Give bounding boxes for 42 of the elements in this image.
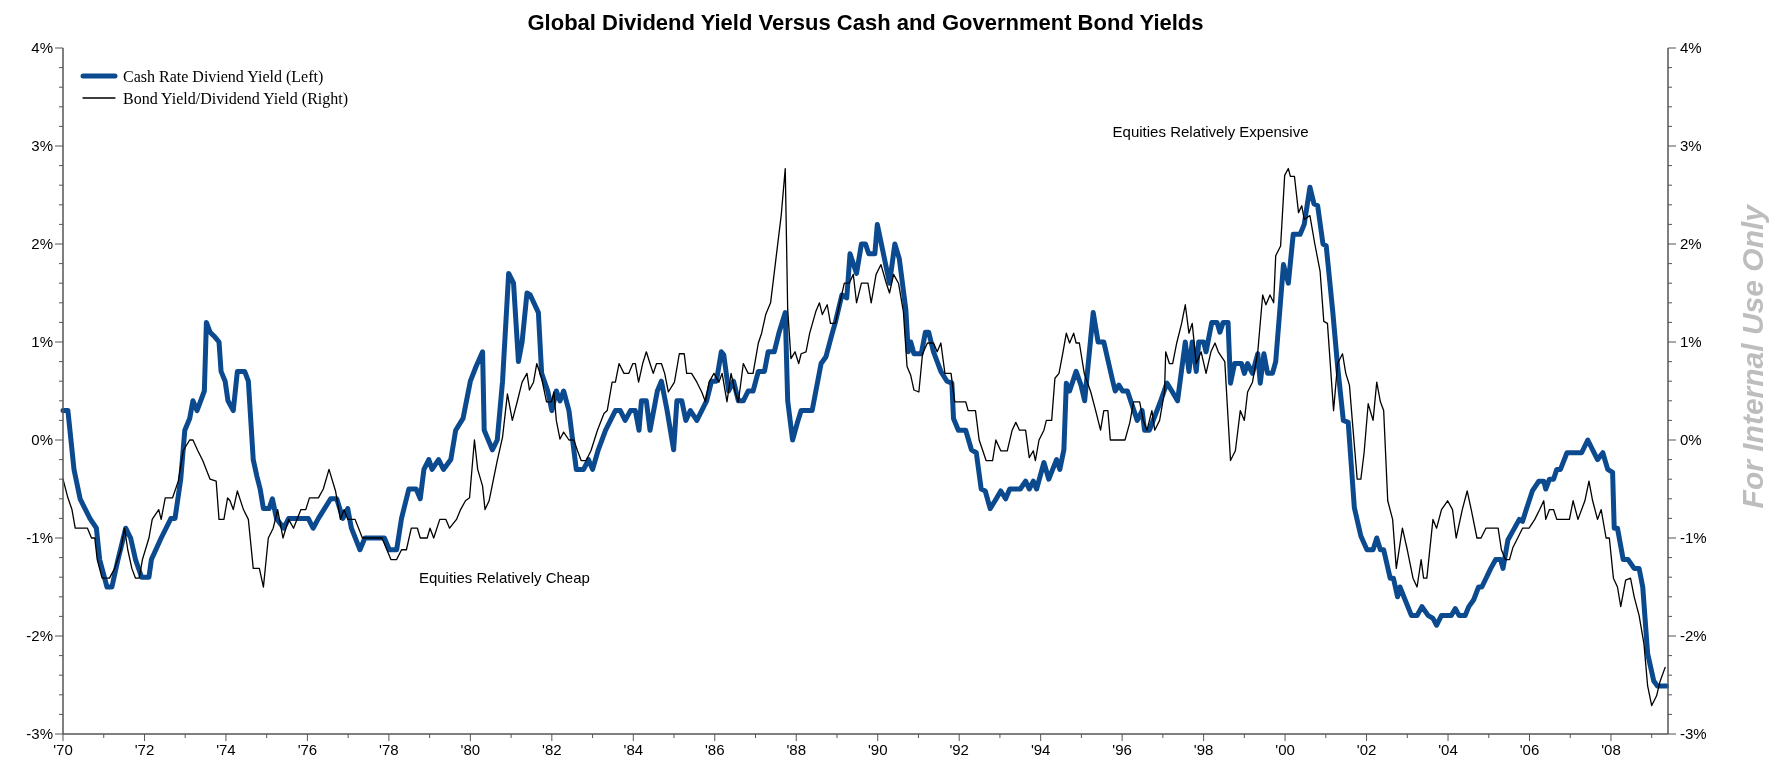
y-tick-label: -2% xyxy=(26,627,53,645)
x-tick-label: '94 xyxy=(1030,741,1051,758)
y2-tick-label: 0% xyxy=(1680,431,1702,449)
x-tick-label: '00 xyxy=(1275,741,1295,758)
y-tick-label: 2% xyxy=(31,235,53,253)
x-tick-label: '70 xyxy=(53,741,73,758)
y2-tick-label: 4% xyxy=(1680,39,1702,57)
x-tick-label: '04 xyxy=(1438,741,1458,758)
x-tick-label: '78 xyxy=(379,741,399,758)
x-tick-label: '88 xyxy=(786,741,807,758)
chart-title: Global Dividend Yield Versus Cash and Government Bond Yields xyxy=(527,10,1204,35)
y-tick-label: 0% xyxy=(31,431,53,449)
x-tick-label: '92 xyxy=(949,741,969,758)
y-tick-label: -3% xyxy=(26,725,53,743)
y-tick-label: 3% xyxy=(31,137,53,155)
y2-tick-label: -2% xyxy=(1680,627,1707,645)
legend-label: Cash Rate Diviend Yield (Left) xyxy=(123,67,324,86)
y-tick-label: 4% xyxy=(31,39,53,57)
x-tick-label: '96 xyxy=(1112,741,1132,758)
x-tick-label: '84 xyxy=(623,741,644,758)
x-tick-label: '82 xyxy=(542,741,562,758)
text: For Internal Use Only xyxy=(1735,203,1769,509)
x-tick-label: '90 xyxy=(867,741,888,758)
legend-label: Bond Yield/Dividend Yield (Right) xyxy=(123,89,349,108)
y2-tick-label: 3% xyxy=(1680,137,1702,155)
y-tick-label: 1% xyxy=(31,333,53,351)
x-tick-label: '76 xyxy=(297,741,318,758)
y2-tick-label: 1% xyxy=(1680,333,1702,351)
x-tick-label: '86 xyxy=(705,741,725,758)
x-tick-label: '80 xyxy=(460,741,481,758)
y2-tick-label: -1% xyxy=(1680,529,1707,547)
y2-tick-label: -3% xyxy=(1680,725,1707,743)
x-tick-label: '72 xyxy=(134,741,155,758)
x-tick-label: '98 xyxy=(1193,741,1214,758)
y2-tick-label: 2% xyxy=(1680,235,1702,253)
x-tick-label: '08 xyxy=(1601,741,1621,758)
x-tick-label: '74 xyxy=(216,741,236,758)
y-tick-label: -1% xyxy=(26,529,53,547)
x-tick-label: '06 xyxy=(1519,741,1540,758)
annotation: Equities Relatively Cheap xyxy=(418,569,590,587)
x-tick-label: '02 xyxy=(1356,741,1377,758)
annotation: Equities Relatively Expensive xyxy=(1112,123,1309,141)
